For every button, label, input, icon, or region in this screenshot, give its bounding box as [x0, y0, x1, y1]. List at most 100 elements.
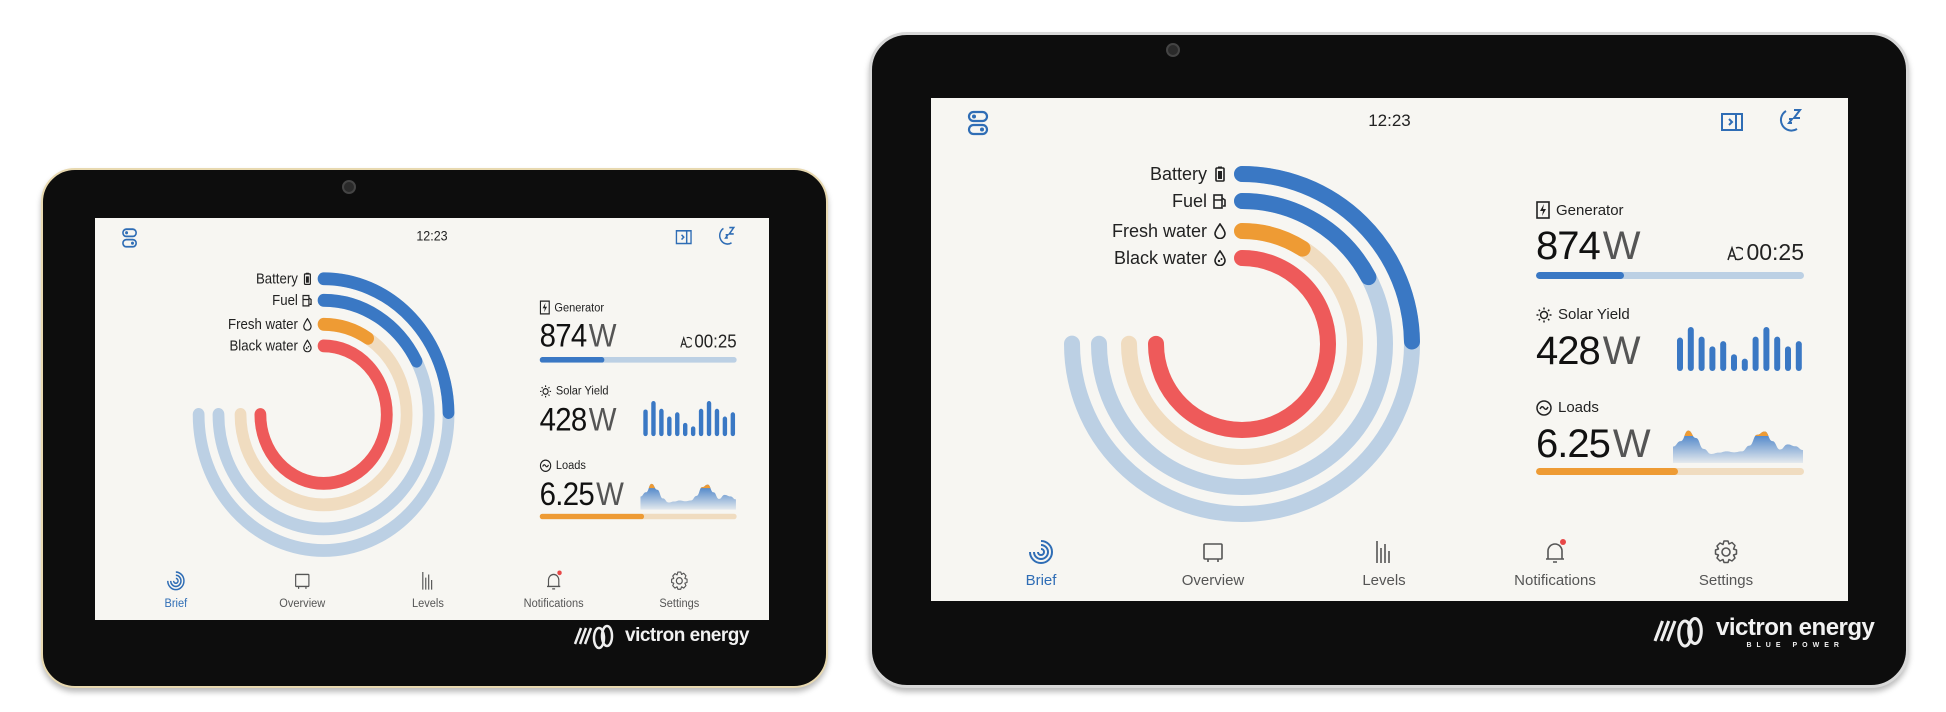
solar-history-chart [643, 401, 736, 437]
sleep-button[interactable] [1777, 107, 1803, 138]
nav-brief[interactable]: Brief [124, 570, 227, 610]
nav-overview[interactable]: Overview [251, 570, 354, 610]
generator-runtime: 00:25 [679, 331, 737, 353]
tank-label-battery[interactable]: Battery [256, 269, 313, 288]
solar-bar [1698, 336, 1705, 371]
solar-bar [1720, 341, 1727, 371]
sun-icon [540, 385, 552, 398]
sleep-button[interactable] [717, 225, 736, 250]
large-screen: 12:23 Battery Fuel Fresh water Black wat… [931, 98, 1848, 601]
nav-levels[interactable]: Levels [1314, 538, 1454, 589]
summary-panel: Generator 874W 00:25 Solar Yield 428W Lo… [539, 218, 737, 538]
ring-level-fuel [212, 293, 435, 536]
solar-bar [1731, 354, 1737, 371]
waste-water-icon [1214, 250, 1226, 266]
generator-header: Generator [539, 300, 604, 315]
generator-header: Generator [1536, 201, 1624, 219]
generator-icon [539, 300, 550, 315]
side-panel-button[interactable] [675, 229, 692, 248]
side-panel-icon [1721, 113, 1743, 131]
loads-history-chart [1673, 430, 1803, 463]
toggles-icon [967, 110, 989, 136]
clock: 12:23 [416, 228, 448, 244]
ac-loads-icon [539, 459, 552, 472]
solar-bar [1687, 327, 1694, 371]
toggles-button[interactable] [967, 110, 989, 141]
tank-label-fresh-water[interactable]: Fresh water [1112, 219, 1227, 243]
solar-bar [690, 426, 696, 437]
large-display-device: 12:23 Battery Fuel Fresh water Black wat… [869, 32, 1909, 688]
waste-water-icon [303, 339, 312, 353]
small-screen: 12:23 Battery Fuel Fresh water Black wat… [95, 218, 769, 620]
tank-label-black-water[interactable]: Black water [1114, 246, 1227, 270]
ring-level-battery [1064, 166, 1420, 522]
loads-history-chart [640, 483, 736, 510]
victron-coil-icon [573, 624, 614, 650]
solar-header: Solar Yield [540, 384, 609, 398]
nav-notifications[interactable]: Notifications [502, 570, 605, 610]
gear-icon [671, 571, 688, 590]
tank-label-fuel[interactable]: Fuel [1172, 189, 1227, 213]
solar-bar [667, 416, 672, 437]
notification-dot [557, 570, 562, 576]
victron-logo: victron energy [571, 622, 749, 650]
overview-icon [295, 573, 310, 589]
toggles-button[interactable] [121, 228, 137, 253]
solar-bar [1763, 327, 1770, 371]
ring-level-fresh-water [234, 317, 413, 512]
loads-area [1673, 430, 1803, 463]
solar-power: 428W [539, 402, 617, 438]
nav-levels[interactable]: Levels [377, 570, 480, 610]
levels-icon [422, 572, 433, 590]
solar-bar [714, 408, 720, 437]
loads-progress-bar [539, 513, 737, 520]
tank-label-battery[interactable]: Battery [1150, 162, 1227, 186]
gear-icon [1714, 540, 1738, 564]
water-drop-icon [1214, 223, 1226, 239]
ac-loads-icon [1536, 399, 1552, 416]
nav-notifications[interactable]: Notifications [1485, 538, 1625, 589]
ring-level-fuel [1091, 193, 1393, 495]
toggles-icon [122, 228, 137, 248]
solar-power: 428W [1536, 329, 1641, 373]
brief-icon [1029, 540, 1053, 564]
brief-icon [167, 571, 185, 591]
ring-level-battery [192, 272, 455, 557]
loads-progress-fill [539, 513, 645, 520]
side-panel-icon [675, 229, 692, 245]
nav-settings[interactable]: Settings [628, 570, 731, 610]
solar-header: Solar Yield [1536, 306, 1630, 323]
solar-bar [1774, 336, 1781, 371]
generator-icon [1536, 201, 1550, 219]
tank-label-fuel[interactable]: Fuel [272, 291, 312, 310]
solar-bar [1741, 358, 1748, 371]
generator-progress-bar [1536, 272, 1804, 279]
tank-label-fresh-water[interactable]: Fresh water [228, 315, 313, 334]
loads-progress-bar [1536, 468, 1804, 475]
loads-header: Loads [539, 459, 586, 472]
brief-screen: 12:23 Battery Fuel Fresh water Black wat… [95, 218, 769, 620]
generator-progress-bar [539, 357, 737, 363]
side-panel-button[interactable] [1721, 113, 1743, 136]
solar-bar [675, 412, 680, 437]
auto-start-icon [680, 335, 693, 348]
battery-icon [1215, 166, 1225, 182]
solar-bar [730, 412, 736, 437]
water-drop-icon [303, 317, 312, 331]
ring-level-black-water [254, 339, 393, 490]
fuel-pump-icon [302, 294, 312, 307]
auto-start-icon [1727, 245, 1744, 260]
overview-icon [1203, 543, 1223, 562]
small-display-device: 12:23 Battery Fuel Fresh water Black wat… [41, 168, 828, 688]
tank-label-black-water[interactable]: Black water [229, 336, 312, 355]
solar-bar [659, 408, 664, 437]
loads-area [640, 483, 736, 510]
nav-brief[interactable]: Brief [971, 538, 1111, 589]
nav-overview[interactable]: Overview [1143, 538, 1283, 589]
sleep-icon [1779, 109, 1802, 132]
nav-settings[interactable]: Settings [1656, 538, 1796, 589]
tank-level-rings [192, 272, 455, 557]
camera [342, 180, 356, 194]
loads-peak [648, 483, 711, 489]
loads-header: Loads [1536, 399, 1599, 416]
